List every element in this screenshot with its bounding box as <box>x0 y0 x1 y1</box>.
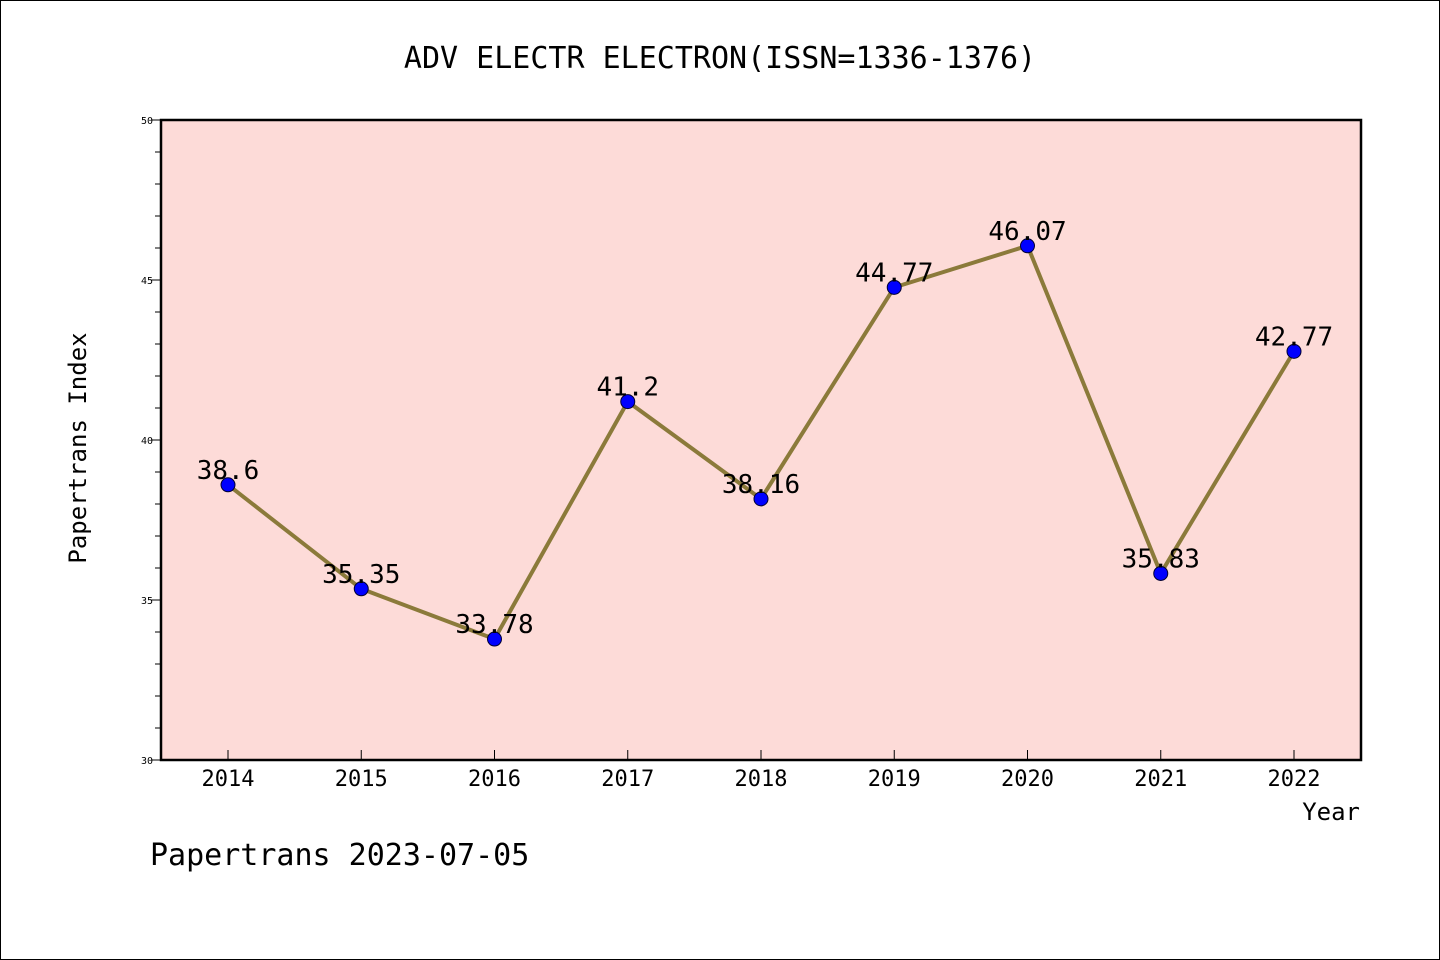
y-tick-label: 45 <box>141 276 153 287</box>
x-axis-ticks: 2014 2015 2016 2017 2018 2019 2020 2021 2022 <box>202 750 1321 792</box>
y-tick-label: 40 <box>141 436 153 447</box>
y-tick-label: 30 <box>141 756 153 767</box>
data-label: 42.77 <box>1255 322 1333 352</box>
x-tick-label: 2021 <box>1134 767 1187 792</box>
data-point <box>1020 238 1035 254</box>
x-tick-label: 2019 <box>868 767 921 792</box>
data-label: 38.6 <box>197 456 260 486</box>
x-tick-label: 2022 <box>1268 767 1321 792</box>
series-group: 38.6 35.35 33.78 41.2 38.16 44.77 46.07 35.83 42… <box>197 217 1333 647</box>
data-point <box>353 581 369 597</box>
plot-area <box>161 120 1361 760</box>
y-axis-label: Papertrans Index <box>64 332 92 563</box>
data-point <box>1286 343 1302 359</box>
chart-title: ADV ELECTR ELECTRON(ISSN=1336-1376) <box>404 41 1036 76</box>
plot-border <box>159 118 1363 762</box>
data-point <box>620 394 636 410</box>
data-label: 38.16 <box>722 470 800 500</box>
y-tick-label: 50 <box>141 116 153 127</box>
footer-text: Papertrans 2023-07-05 <box>150 838 529 873</box>
x-tick-label: 2014 <box>202 767 255 792</box>
data-label: 35.83 <box>1122 544 1200 574</box>
x-tick-label: 2016 <box>468 767 521 792</box>
y-tick-label: 35 <box>141 596 153 607</box>
data-point <box>1153 565 1169 581</box>
x-tick-label: 2015 <box>335 767 388 792</box>
data-label: 33.78 <box>455 610 533 640</box>
data-label: 44.77 <box>855 258 933 288</box>
x-tick-label: 2020 <box>1001 767 1054 792</box>
data-point <box>220 477 236 493</box>
y-axis-ticks: 30 35 40 45 50 <box>141 116 161 767</box>
x-axis-label: Year <box>1302 798 1360 826</box>
data-label: 46.07 <box>988 217 1066 247</box>
data-label: 41.2 <box>596 373 659 403</box>
data-point <box>886 279 902 295</box>
data-label: 35.35 <box>322 560 400 590</box>
x-tick-label: 2017 <box>601 767 654 792</box>
data-point <box>487 631 502 647</box>
data-point <box>753 491 769 507</box>
x-tick-label: 2018 <box>735 767 788 792</box>
